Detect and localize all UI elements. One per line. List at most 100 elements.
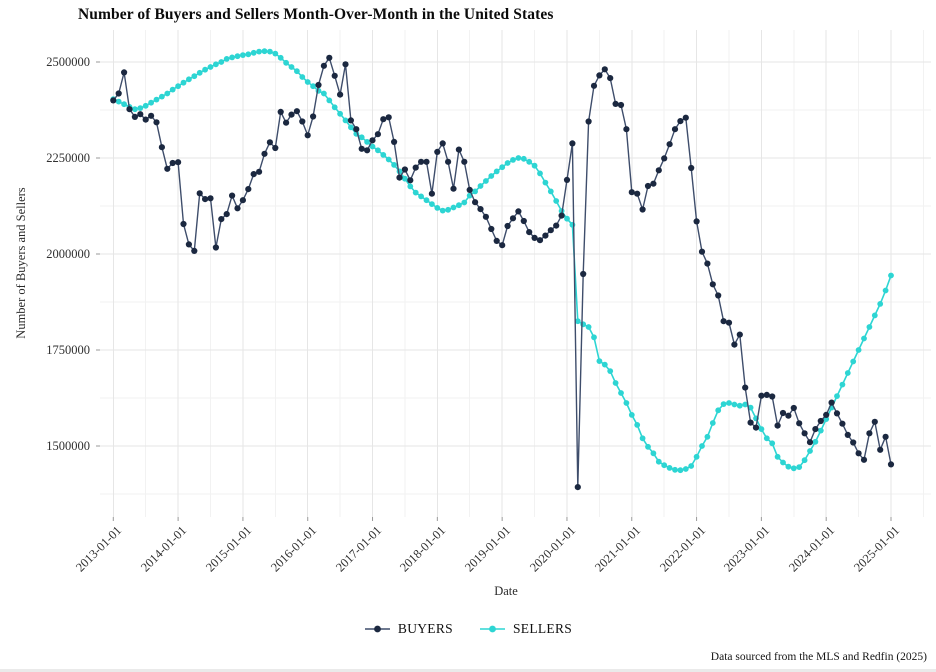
sellers-point bbox=[142, 102, 149, 109]
sellers-point bbox=[580, 321, 587, 328]
sellers-point bbox=[731, 401, 738, 408]
sellers-point bbox=[153, 96, 160, 103]
chart-title: Number of Buyers and Sellers Month-Over-… bbox=[78, 6, 554, 23]
sellers-point bbox=[364, 139, 370, 145]
sellers-point bbox=[861, 335, 867, 342]
sellers-point bbox=[704, 433, 711, 440]
buyers-point bbox=[401, 166, 408, 173]
buyers-point bbox=[607, 75, 614, 82]
buyers-point bbox=[137, 111, 144, 118]
sellers-point bbox=[736, 402, 743, 409]
sellers-point bbox=[688, 463, 695, 469]
buyers-point bbox=[639, 206, 646, 213]
sellers-point bbox=[272, 50, 279, 57]
sellers-point bbox=[618, 390, 624, 396]
buyers-point bbox=[250, 171, 257, 178]
buyers-point bbox=[871, 418, 878, 425]
buyers-point bbox=[801, 430, 808, 437]
sellers-point bbox=[672, 466, 678, 473]
sellers-point bbox=[812, 438, 819, 445]
sellers-point bbox=[542, 179, 549, 186]
buyers-point bbox=[671, 126, 679, 133]
sellers-point bbox=[483, 178, 489, 184]
buyers-point bbox=[239, 197, 246, 204]
legend-item-buyers: BUYERS bbox=[364, 621, 453, 637]
sellers-point bbox=[510, 157, 516, 163]
sellers-point bbox=[115, 98, 122, 105]
sellers-point bbox=[677, 467, 684, 474]
y-tick-label: 1750000 bbox=[46, 343, 90, 357]
sellers-point bbox=[574, 318, 581, 325]
buyers-point bbox=[580, 270, 587, 278]
sellers-point bbox=[591, 334, 597, 341]
sellers-point bbox=[634, 422, 641, 428]
sellers-point bbox=[450, 204, 457, 211]
sellers-point bbox=[456, 202, 462, 209]
buyers-point bbox=[790, 404, 797, 412]
buyers-point bbox=[283, 119, 290, 126]
sellers-point bbox=[553, 198, 560, 204]
sellers-point bbox=[277, 54, 284, 61]
sellers-point bbox=[526, 158, 533, 165]
sellers-point bbox=[234, 53, 241, 60]
y-tick-label: 2500000 bbox=[46, 55, 90, 69]
buyers-point bbox=[261, 150, 268, 157]
sellers-point bbox=[196, 69, 203, 76]
buyers-point bbox=[839, 420, 846, 427]
sellers-point bbox=[855, 347, 862, 353]
buyers-point bbox=[369, 137, 376, 144]
buyers-point bbox=[364, 147, 371, 154]
sellers-point bbox=[661, 462, 668, 469]
sellers-point bbox=[520, 155, 527, 162]
buyers-point bbox=[326, 54, 333, 61]
buyers-point bbox=[142, 116, 149, 123]
sellers-point bbox=[391, 162, 397, 168]
sellers-point bbox=[461, 199, 468, 206]
sellers-point bbox=[218, 59, 225, 65]
buyers-point bbox=[115, 90, 122, 97]
sellers-point bbox=[132, 106, 138, 113]
buyers-point bbox=[185, 241, 192, 248]
buyers-point bbox=[531, 234, 538, 241]
buyers-point bbox=[331, 72, 338, 79]
buyers-point bbox=[299, 118, 306, 125]
buyers-point bbox=[536, 237, 544, 244]
sellers-point bbox=[294, 68, 300, 75]
buyers-point bbox=[337, 91, 344, 98]
buyers-point bbox=[758, 392, 765, 399]
sellers-point bbox=[639, 435, 646, 442]
sellers-point bbox=[256, 48, 262, 55]
buyers-point bbox=[563, 176, 571, 183]
sellers-point bbox=[337, 110, 343, 117]
buyers-point bbox=[806, 439, 814, 446]
footer-credit: Data sourced from the MLS and Redfin (20… bbox=[710, 651, 927, 663]
sellers-point bbox=[623, 400, 630, 406]
buyers-point bbox=[353, 126, 360, 133]
sellers-point bbox=[504, 160, 511, 166]
sellers-point bbox=[569, 221, 576, 228]
sellers-point bbox=[780, 459, 786, 466]
sellers-point bbox=[493, 168, 500, 175]
buyers-point bbox=[558, 212, 565, 219]
sellers-point bbox=[807, 448, 813, 454]
buyers-point bbox=[277, 108, 284, 115]
buyers-point bbox=[212, 244, 219, 251]
sellers-point bbox=[310, 83, 316, 90]
buyers-point bbox=[110, 97, 117, 104]
sellers-point bbox=[261, 48, 268, 55]
sellers-point bbox=[758, 426, 765, 432]
sellers-point bbox=[601, 361, 608, 368]
buyers-point bbox=[158, 144, 165, 151]
buyers-point bbox=[688, 164, 695, 172]
sellers-point bbox=[477, 183, 484, 189]
sellers-point bbox=[742, 401, 749, 408]
sellers-point bbox=[191, 73, 198, 80]
sellers-point bbox=[380, 152, 387, 158]
buyers-point bbox=[596, 72, 603, 79]
buyers-point bbox=[466, 186, 473, 193]
sellers-point bbox=[229, 54, 236, 61]
sellers-point bbox=[472, 188, 478, 195]
buyers-point bbox=[293, 108, 300, 115]
legend: BUYERS SELLERS bbox=[0, 621, 936, 637]
